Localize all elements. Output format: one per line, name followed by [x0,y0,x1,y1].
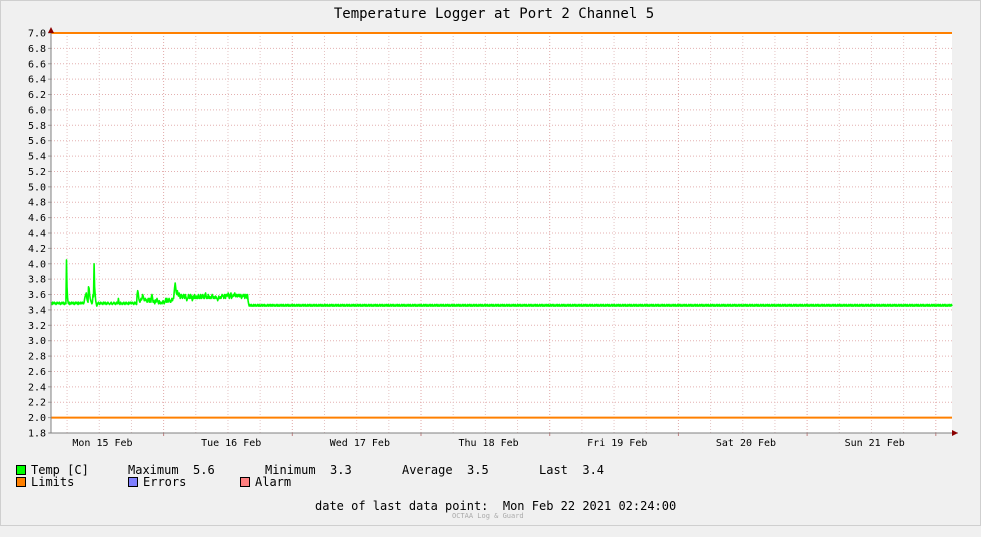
y-tick-label: 2.8 [28,352,46,363]
y-tick-label: 3.4 [28,305,46,316]
y-tick-label: 6.2 [28,90,46,101]
legend-errors-label: Errors [143,475,187,489]
stat-last: Last 3.4 [539,464,604,476]
x-tick-label: Sun 21 Feb [845,438,905,449]
y-tick-label: 3.2 [28,321,46,332]
y-tick-label: 2.4 [28,382,46,393]
legend-limits-label: Limits [31,475,75,489]
y-tick-label: 1.8 [28,429,46,440]
y-tick-label: 3.0 [28,336,46,347]
axes [48,27,958,436]
temperature-series-line [50,259,953,307]
y-tick-label: 5.8 [28,121,46,132]
alarm-swatch [240,477,250,487]
y-tick-label: 5.2 [28,167,46,178]
last-data-point: date of last data point: Mon Feb 22 2021… [315,499,676,513]
y-axis-arrow-icon [48,27,54,33]
maximum-value: 5.6 [193,463,215,477]
legend-errors: Errors [128,476,186,488]
chart-title: Temperature Logger at Port 2 Channel 5 [334,6,654,22]
y-tick-label: 3.8 [28,275,46,286]
y-axis-ticks: 1.8 2.0 2.2 2.4 2.6 2.8 3.0 3.2 3.4 3.6 3.8 4.0 4.2 4… [28,29,46,440]
stat-maximum: Maximum 5.6 [128,464,215,476]
legend-row-markers: Limits Errors Alarm [16,476,291,488]
x-tick-label: Fri 19 Feb [587,438,647,449]
average-value: 3.5 [467,463,489,477]
y-tick-label: 4.0 [28,259,46,270]
legend-alarm: Alarm [240,476,291,488]
legend-temp-label: Temp [C] [31,463,89,477]
legend-row-stats: Temp [C] Maximum 5.6 Minimum 3.3 Average… [16,464,604,476]
x-tick-label: Mon 15 Feb [72,438,132,449]
limit-lines [51,32,952,419]
legend-temp: Temp [C] [16,464,89,476]
y-tick-label: 4.6 [28,213,46,224]
y-tick-label: 4.8 [28,198,46,209]
minimum-value: 3.3 [330,463,352,477]
y-tick-label: 4.2 [28,244,46,255]
y-tick-label: 5.4 [28,152,46,163]
x-axis-ticks: Mon 15 Feb Tue 16 Feb Wed 17 Feb Thu 18 Feb… [72,438,904,449]
y-tick-label: 4.4 [28,229,46,240]
maximum-label: Maximum [128,463,179,477]
footer-credit: OCTAA Log & Guard [452,512,524,520]
legend-alarm-label: Alarm [255,475,292,489]
y-tick-label: 6.4 [28,75,46,86]
x-tick-label: Sat 20 Feb [716,438,776,449]
last-data-point-value: Mon Feb 22 2021 02:24:00 [502,499,677,513]
stat-minimum: Minimum 3.3 [265,464,352,476]
y-tick-label: 2.0 [28,413,46,424]
y-tick-label: 6.0 [28,105,46,116]
x-tick-label: Wed 17 Feb [330,438,390,449]
x-tick-label: Thu 18 Feb [458,438,518,449]
temperature-chart: Temperature Logger at Port 2 Channel 5 1… [28,6,958,449]
x-tick-label: Tue 16 Feb [201,438,261,449]
series-layer [50,259,953,307]
grid [48,32,952,436]
y-tick-label: 3.6 [28,290,46,301]
last-value: 3.4 [582,463,605,477]
y-tick-label: 5.0 [28,182,46,193]
legend-limits: Limits [16,476,74,488]
y-tick-label: 5.6 [28,136,46,147]
y-tick-label: 7.0 [28,29,46,40]
limits-swatch [16,477,26,487]
average-label: Average [402,463,453,477]
last-data-point-label: date of last data point: [315,499,489,513]
y-tick-label: 2.6 [28,367,46,378]
stat-average: Average 3.5 [402,464,489,476]
y-tick-label: 2.2 [28,398,46,409]
minimum-label: Minimum [265,463,316,477]
last-label: Last [539,463,568,477]
y-tick-label: 6.6 [28,59,46,70]
errors-swatch [128,477,138,487]
temp-swatch [16,465,26,475]
y-tick-label: 6.8 [28,44,46,55]
x-axis-arrow-icon [952,430,958,436]
